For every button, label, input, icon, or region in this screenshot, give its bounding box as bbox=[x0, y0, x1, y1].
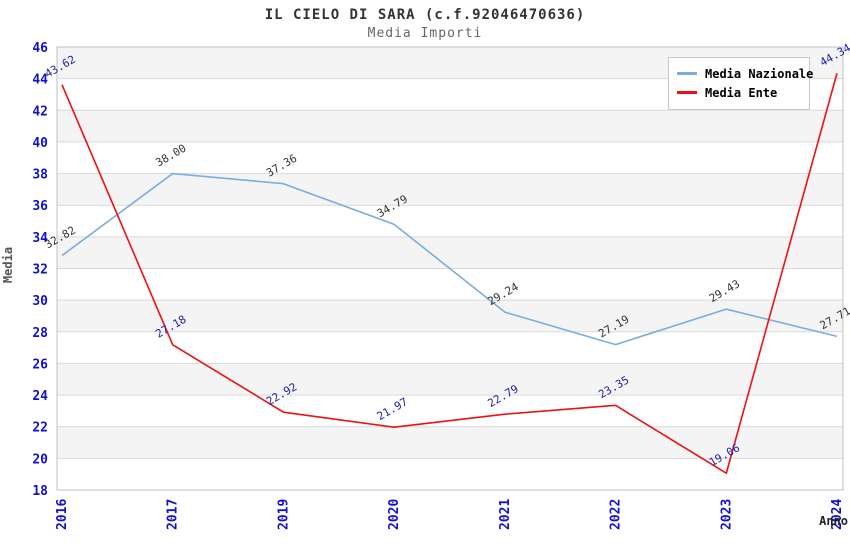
legend-label: Media Nazionale bbox=[705, 66, 814, 81]
y-tick-label: 36 bbox=[32, 199, 48, 214]
plot-band bbox=[57, 458, 843, 490]
plot-band bbox=[57, 300, 843, 332]
plot-band bbox=[57, 426, 843, 459]
y-tick-label: 40 bbox=[32, 136, 48, 151]
chart-title: IL CIELO DI SARA (c.f.92046470636) bbox=[264, 7, 586, 23]
legend-swatch-media-ente bbox=[677, 91, 697, 94]
series-line-media-nazionale bbox=[61, 172, 838, 346]
plot-band bbox=[57, 110, 843, 142]
legend-item-media-nazionale: Media Nazionale bbox=[677, 64, 813, 83]
chart-subtitle: Media Importi bbox=[367, 26, 483, 41]
legend-label: Media Ente bbox=[705, 85, 778, 100]
plot-border bbox=[56, 46, 844, 491]
x-tick-label: 2020 bbox=[387, 499, 402, 530]
y-tick-label: 46 bbox=[32, 41, 48, 56]
legend-item-media-ente: Media Ente bbox=[677, 83, 801, 102]
x-tick-label: 2021 bbox=[498, 499, 513, 530]
x-tick-label: 2024 bbox=[830, 499, 845, 530]
legend: Media Nazionale Media Ente bbox=[668, 57, 813, 110]
x-tick-label: 2017 bbox=[166, 499, 181, 530]
x-axis-title: Anno bbox=[819, 514, 848, 528]
y-tick-label: 22 bbox=[32, 421, 48, 436]
y-tick-label: 34 bbox=[32, 231, 48, 246]
x-tick-label: 2023 bbox=[719, 499, 734, 530]
y-tick-label: 24 bbox=[32, 389, 48, 404]
series-line-media-ente bbox=[61, 73, 838, 475]
plot-band bbox=[57, 236, 843, 269]
y-tick-label: 28 bbox=[32, 326, 48, 341]
y-tick-label: 32 bbox=[32, 263, 48, 278]
plot-band bbox=[57, 173, 843, 206]
plot-band bbox=[57, 395, 843, 427]
y-axis-title: Media bbox=[1, 246, 15, 284]
plot-band bbox=[57, 141, 843, 174]
y-tick-label: 20 bbox=[32, 452, 48, 467]
x-tick-label: 2022 bbox=[609, 499, 624, 530]
y-tick-label: 30 bbox=[32, 294, 48, 309]
plot-band bbox=[57, 205, 843, 237]
y-tick-label: 38 bbox=[32, 168, 48, 183]
plot-band bbox=[57, 268, 843, 301]
y-tick-label: 44 bbox=[32, 73, 48, 88]
x-tick-label: 2016 bbox=[55, 499, 70, 530]
x-tick-label: 2019 bbox=[276, 499, 291, 530]
y-tick-label: 18 bbox=[32, 484, 48, 499]
y-tick-label: 26 bbox=[32, 357, 48, 372]
plot-band bbox=[57, 331, 843, 364]
y-tick-label: 42 bbox=[32, 104, 48, 119]
plot-band bbox=[57, 363, 843, 396]
legend-swatch-media-nazionale bbox=[677, 72, 697, 75]
